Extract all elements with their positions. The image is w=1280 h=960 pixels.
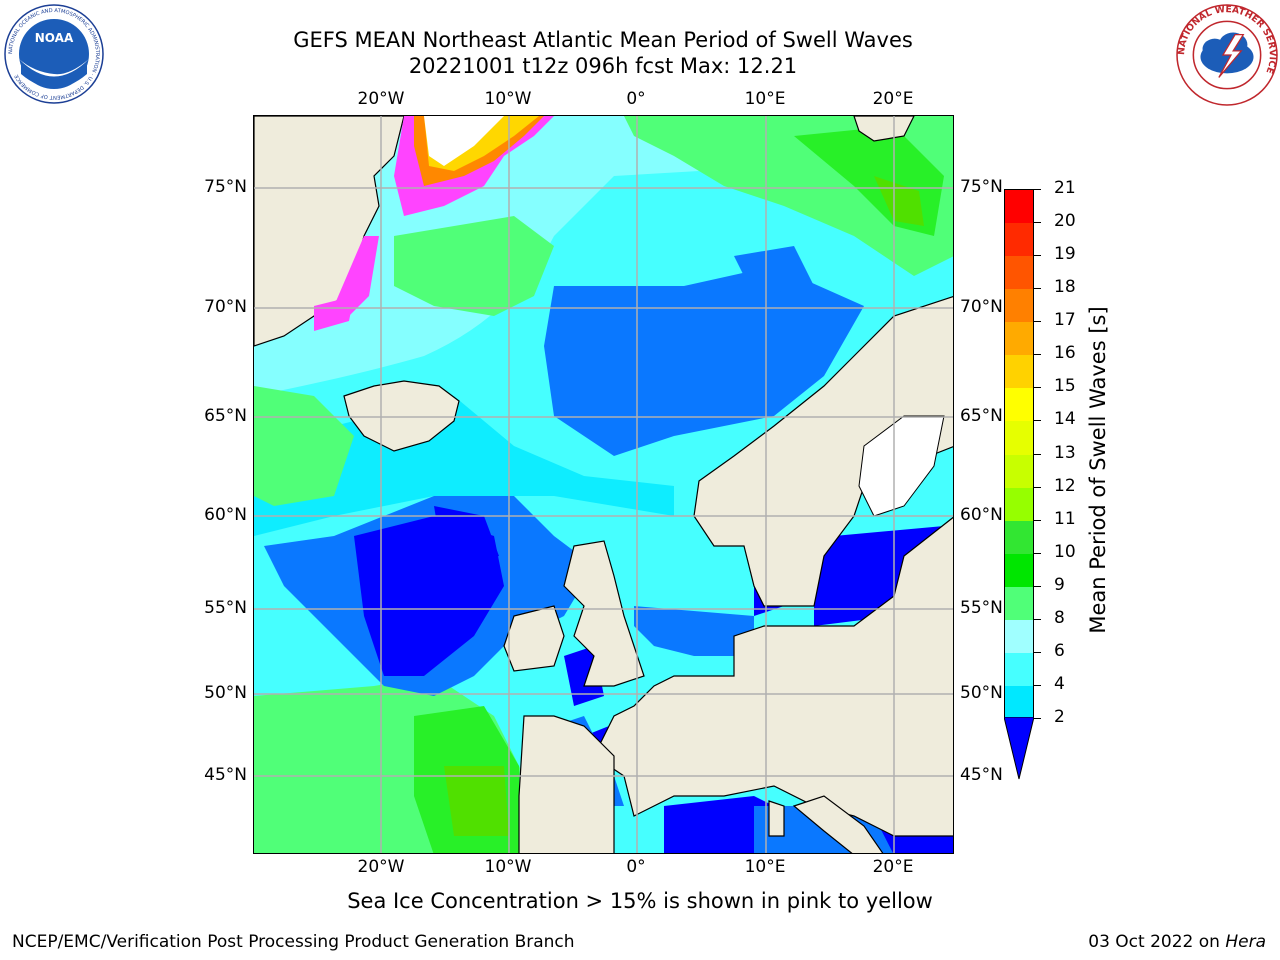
lat-label-left: 65°N [204, 406, 247, 426]
colorbar-band [1005, 487, 1033, 522]
colorbar-tick-label: 14 [1054, 409, 1076, 430]
colorbar-extend-arrow [1004, 717, 1034, 780]
colorbar-band [1005, 223, 1033, 257]
lat-label-right: 65°N [960, 406, 1003, 426]
colorbar-tick-mark [1034, 552, 1041, 554]
lon-label-top: 20°W [357, 89, 405, 109]
colorbar-tick-mark [1034, 255, 1041, 257]
lat-label-left: 45°N [204, 765, 247, 785]
colorbar-tick-mark [1034, 651, 1041, 653]
lon-label-top: 10°E [744, 89, 786, 109]
colorbar-band [1005, 355, 1033, 389]
colorbar-tick-mark [1034, 321, 1041, 323]
lat-label-right: 60°N [960, 505, 1003, 525]
colorbar-band [1005, 553, 1033, 588]
colorbar-tick-mark [1034, 718, 1041, 719]
colorbar-band [1005, 421, 1033, 455]
colorbar-band [1005, 652, 1033, 687]
great-britain-land [563, 540, 645, 687]
colorbar-tick-label: 11 [1054, 508, 1076, 529]
map-panel [253, 115, 954, 854]
svalbard-land [853, 116, 915, 142]
lat-label-right: 55°N [960, 598, 1003, 618]
colorbar-tick-label: 15 [1054, 376, 1076, 397]
colorbar-tick-label: 19 [1054, 244, 1076, 265]
sea-ice-footnote: Sea Ice Concentration > 15% is shown in … [347, 889, 933, 913]
lat-label-left: 70°N [204, 297, 247, 317]
lon-label-top: 0° [626, 89, 646, 109]
lon-label-top: 10°W [484, 89, 532, 109]
colorbar-band [1005, 454, 1033, 489]
lon-label-bottom: 20°W [357, 857, 405, 877]
lon-label-bottom: 20°E [872, 857, 914, 877]
ireland-land [503, 605, 565, 672]
colorbar-tick-mark [1034, 288, 1041, 290]
colorbar-band [1005, 289, 1033, 323]
colorbar-tick-mark [1034, 222, 1041, 224]
lat-label-right: 70°N [960, 297, 1003, 317]
colorbar-tick-label: 9 [1054, 574, 1065, 595]
colorbar-tick-label: 6 [1054, 640, 1065, 661]
lon-label-top: 20°E [872, 89, 914, 109]
colorbar-tick-mark [1034, 585, 1041, 587]
colorbar-band [1005, 685, 1033, 720]
map-title: GEFS MEAN Northeast Atlantic Mean Period… [293, 28, 913, 52]
swell-period-map [254, 116, 953, 853]
lat-label-left: 50°N [204, 683, 247, 703]
colorbar-tick-label: 12 [1054, 475, 1076, 496]
colorbar-tick-mark [1034, 519, 1041, 521]
italy-land [792, 795, 884, 853]
footer-credit: NCEP/EMC/Verification Post Processing Pr… [12, 932, 575, 952]
colorbar-tick-label: 21 [1054, 178, 1076, 198]
iberia-land [518, 715, 615, 853]
nws-logo: NATIONAL WEATHER SERVICE [1176, 4, 1278, 106]
colorbar [1004, 189, 1034, 720]
colorbar-tick-mark [1034, 387, 1041, 389]
footer-host: Hera [1225, 932, 1266, 952]
lat-label-left: 75°N [204, 177, 247, 197]
colorbar-tick-mark [1034, 618, 1041, 620]
colorbar-tick-label: 2 [1054, 707, 1065, 727]
colorbar-tick-mark [1034, 453, 1041, 455]
lat-label-right: 75°N [960, 177, 1003, 197]
colorbar-band [1005, 586, 1033, 621]
map-subtitle: 20221001 t12z 096h fcst Max: 12.21 [408, 54, 798, 78]
lat-label-left: 60°N [204, 505, 247, 525]
colorbar-tick-label: 13 [1054, 442, 1076, 463]
colorbar-tick-label: 18 [1054, 277, 1076, 298]
colorbar-band [1005, 322, 1033, 356]
colorbar-tick-label: 4 [1054, 673, 1065, 694]
noaa-logo: NOAA NATIONAL OCEANIC AND ATMOSPHERIC AD… [4, 4, 104, 104]
colorbar-tick-label: 16 [1054, 343, 1076, 364]
colorbar-label: Mean Period of Swell Waves [s] [1086, 306, 1110, 634]
lat-label-right: 50°N [960, 683, 1003, 703]
lat-label-right: 45°N [960, 765, 1003, 785]
colorbar-tick-mark [1034, 684, 1041, 686]
colorbar-tick-label: 8 [1054, 607, 1065, 628]
noaa-logo-text: NOAA [35, 31, 74, 45]
colorbar-tick-mark [1034, 354, 1041, 356]
colorbar-band [1005, 190, 1033, 224]
lat-label-left: 55°N [204, 598, 247, 618]
colorbar-tick-mark [1034, 189, 1041, 190]
colorbar-tick-mark [1034, 420, 1041, 422]
graticule [254, 116, 953, 853]
colorbar-band [1005, 619, 1033, 654]
footer-date-text: 03 Oct 2022 on [1088, 932, 1226, 952]
footer-date: 03 Oct 2022 on Hera [1088, 932, 1266, 952]
lon-label-bottom: 10°W [484, 857, 532, 877]
lon-label-bottom: 10°E [744, 857, 786, 877]
iceland-land [343, 380, 460, 452]
colorbar-band [1005, 256, 1033, 290]
colorbar-band [1005, 520, 1033, 555]
colorbar-tick-mark [1034, 486, 1041, 488]
colorbar-band [1005, 388, 1033, 422]
colorbar-tick-label: 10 [1054, 541, 1076, 562]
colorbar-tick-label: 17 [1054, 310, 1076, 331]
colorbar-tick-label: 20 [1054, 211, 1076, 232]
lon-label-bottom: 0° [626, 857, 646, 877]
